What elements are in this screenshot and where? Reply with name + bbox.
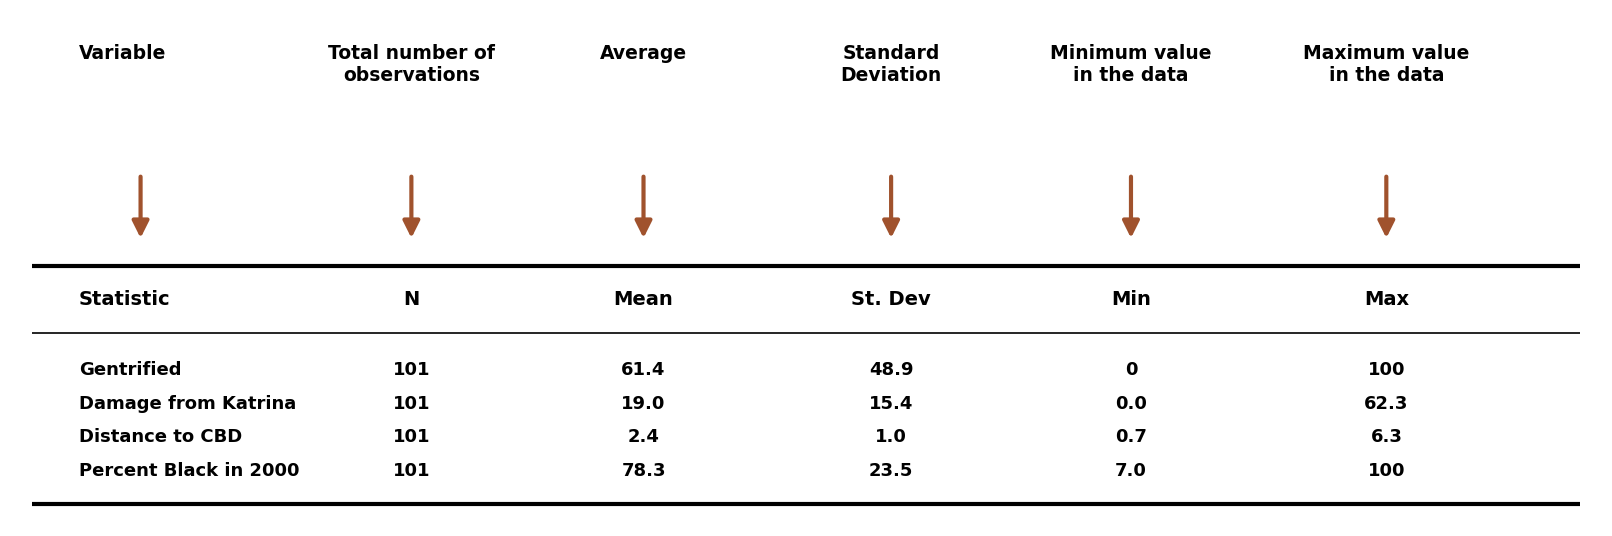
Text: Mean: Mean bbox=[614, 290, 674, 309]
Text: Statistic: Statistic bbox=[79, 290, 171, 309]
Text: Minimum value
in the data: Minimum value in the data bbox=[1051, 44, 1212, 85]
Text: 101: 101 bbox=[393, 361, 430, 379]
Text: Distance to CBD: Distance to CBD bbox=[79, 428, 242, 446]
Text: N: N bbox=[403, 290, 419, 309]
Text: 101: 101 bbox=[393, 395, 430, 413]
Text: Variable: Variable bbox=[79, 44, 166, 63]
Text: 100: 100 bbox=[1367, 361, 1406, 379]
Text: St. Dev: St. Dev bbox=[851, 290, 932, 309]
Text: 48.9: 48.9 bbox=[869, 361, 914, 379]
Text: 101: 101 bbox=[393, 428, 430, 446]
Text: 62.3: 62.3 bbox=[1364, 395, 1409, 413]
Text: 6.3: 6.3 bbox=[1370, 428, 1402, 446]
Text: Damage from Katrina: Damage from Katrina bbox=[79, 395, 297, 413]
Text: Min: Min bbox=[1111, 290, 1151, 309]
Text: 61.4: 61.4 bbox=[621, 361, 666, 379]
Text: 23.5: 23.5 bbox=[869, 462, 914, 480]
Text: 19.0: 19.0 bbox=[621, 395, 666, 413]
Text: 1.0: 1.0 bbox=[875, 428, 908, 446]
Text: Average: Average bbox=[600, 44, 687, 63]
Text: 0: 0 bbox=[1125, 361, 1136, 379]
Text: 0.7: 0.7 bbox=[1116, 428, 1146, 446]
Text: 15.4: 15.4 bbox=[869, 395, 914, 413]
Text: 0.0: 0.0 bbox=[1116, 395, 1146, 413]
Text: 2.4: 2.4 bbox=[627, 428, 659, 446]
Text: Maximum value
in the data: Maximum value in the data bbox=[1302, 44, 1470, 85]
Text: 101: 101 bbox=[393, 462, 430, 480]
Text: 78.3: 78.3 bbox=[621, 462, 666, 480]
Text: Percent Black in 2000: Percent Black in 2000 bbox=[79, 462, 300, 480]
Text: Total number of
observations: Total number of observations bbox=[327, 44, 495, 85]
Text: 100: 100 bbox=[1367, 462, 1406, 480]
Text: 7.0: 7.0 bbox=[1116, 462, 1146, 480]
Text: Standard
Deviation: Standard Deviation bbox=[840, 44, 941, 85]
Text: Gentrified: Gentrified bbox=[79, 361, 181, 379]
Text: Max: Max bbox=[1364, 290, 1409, 309]
